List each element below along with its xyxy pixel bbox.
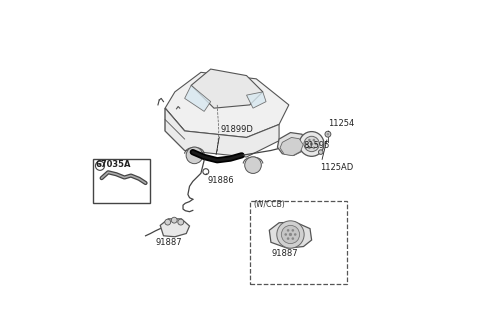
Circle shape: [245, 157, 261, 173]
Circle shape: [312, 146, 315, 149]
Circle shape: [289, 233, 292, 236]
Circle shape: [285, 233, 287, 236]
Polygon shape: [280, 137, 303, 156]
Circle shape: [325, 131, 331, 137]
Circle shape: [186, 147, 203, 164]
Polygon shape: [165, 108, 279, 157]
Text: 67035A: 67035A: [95, 160, 131, 169]
Circle shape: [308, 146, 311, 149]
Circle shape: [294, 233, 297, 236]
Text: (W/CCB): (W/CCB): [253, 200, 285, 209]
Text: 91887: 91887: [271, 249, 298, 258]
Circle shape: [96, 161, 105, 170]
Circle shape: [318, 150, 323, 154]
Circle shape: [203, 169, 209, 175]
Circle shape: [326, 133, 329, 135]
Circle shape: [308, 139, 311, 141]
Polygon shape: [165, 108, 185, 150]
Text: 81595: 81595: [303, 141, 330, 150]
Circle shape: [315, 143, 317, 145]
Circle shape: [277, 221, 304, 248]
Text: 8: 8: [98, 163, 102, 168]
Text: 91887: 91887: [155, 238, 181, 247]
Polygon shape: [185, 85, 211, 112]
Text: 91886: 91886: [207, 176, 234, 185]
Circle shape: [171, 217, 177, 223]
FancyBboxPatch shape: [250, 201, 348, 284]
Circle shape: [178, 219, 184, 225]
Polygon shape: [160, 219, 190, 237]
Polygon shape: [247, 92, 266, 108]
Circle shape: [299, 131, 324, 156]
FancyBboxPatch shape: [94, 159, 150, 202]
Circle shape: [312, 139, 315, 141]
Polygon shape: [269, 222, 312, 248]
Circle shape: [291, 229, 294, 232]
Text: 91899D: 91899D: [220, 125, 253, 133]
Circle shape: [304, 136, 319, 152]
Circle shape: [287, 229, 289, 232]
Circle shape: [310, 142, 313, 146]
Circle shape: [281, 225, 300, 244]
Text: 1125AD: 1125AD: [321, 163, 354, 172]
Circle shape: [291, 237, 294, 240]
Polygon shape: [191, 69, 263, 108]
Circle shape: [165, 219, 171, 225]
Text: 11254: 11254: [328, 119, 354, 128]
Circle shape: [287, 237, 289, 240]
Polygon shape: [165, 72, 289, 137]
Circle shape: [306, 143, 309, 145]
Polygon shape: [277, 132, 307, 155]
